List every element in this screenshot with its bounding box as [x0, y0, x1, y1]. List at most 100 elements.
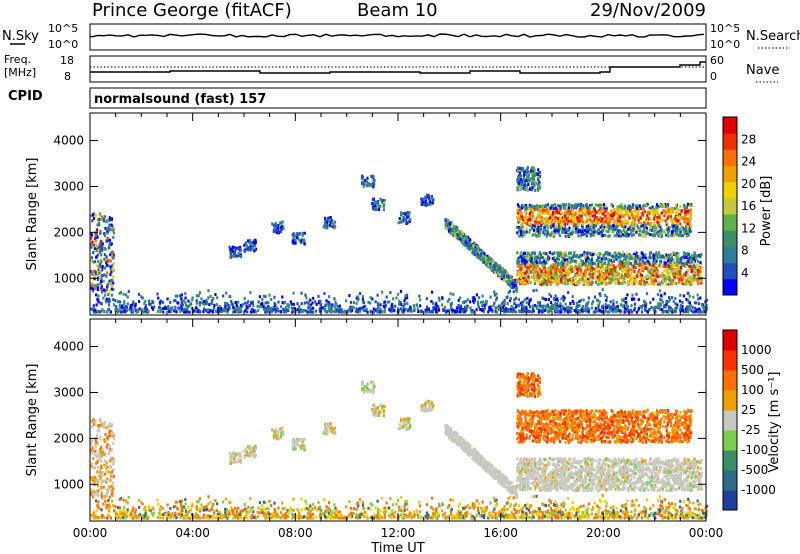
echo-cell — [334, 303, 337, 307]
echo-cell — [687, 300, 690, 304]
echo-cell — [549, 206, 552, 210]
echo-cell — [673, 281, 676, 285]
echo-cell — [367, 300, 370, 304]
echo-cell — [311, 310, 315, 314]
echo-cell — [506, 308, 509, 312]
echo-cell — [652, 221, 655, 225]
echo-cell — [572, 210, 575, 214]
echo-cell — [697, 302, 700, 306]
echo-cell — [610, 210, 613, 214]
echo-cell — [557, 304, 560, 308]
echo-cell — [608, 252, 611, 256]
echo-cell — [594, 203, 597, 207]
echo-cell — [541, 305, 544, 309]
echo-cell — [663, 305, 666, 309]
echo-cell — [682, 294, 685, 298]
echo-cell — [107, 229, 110, 233]
echo-cell — [589, 222, 592, 225]
echo-cell — [328, 295, 331, 299]
echo-cell — [104, 293, 107, 297]
echo-cell — [451, 310, 454, 314]
echo-cell — [664, 309, 667, 313]
echo-cell — [109, 310, 112, 314]
echo-cell — [112, 298, 115, 302]
echo-cell — [247, 299, 250, 303]
echo-cell — [176, 294, 179, 298]
echo-cell — [615, 253, 618, 257]
echo-cell — [231, 310, 235, 314]
echo-cell — [540, 215, 543, 219]
echo-cell — [629, 308, 632, 312]
echo-cell — [553, 263, 556, 267]
echo-cell — [668, 275, 671, 279]
echo-cell — [485, 302, 488, 306]
echo-cell — [103, 310, 106, 313]
echo-cell — [638, 263, 641, 267]
echo-cell — [584, 269, 587, 273]
echo-cell — [224, 301, 227, 305]
echo-cell — [90, 282, 93, 286]
echo-cell — [631, 281, 634, 285]
echo-cell — [699, 296, 702, 300]
echo-cell — [564, 302, 567, 306]
echo-cell — [559, 206, 562, 210]
echo-cell — [535, 288, 538, 292]
echo-cell — [554, 266, 557, 270]
echo-cell — [328, 309, 331, 313]
echo-cell — [304, 293, 307, 297]
echo-cell — [586, 256, 589, 260]
echo-cell — [269, 308, 272, 312]
echo-cell — [145, 304, 148, 307]
echo-cell — [675, 219, 678, 223]
echo-cell — [126, 295, 129, 299]
echo-cell — [537, 175, 540, 179]
echo-cell — [417, 310, 420, 313]
echo-cell — [587, 310, 590, 314]
echo-cell — [680, 209, 683, 213]
echo-cell — [527, 207, 531, 211]
echo-cell — [450, 302, 453, 306]
echo-cell — [296, 302, 299, 306]
echo-cell — [683, 310, 686, 314]
echo-cell — [639, 280, 642, 284]
echo-cell — [551, 211, 555, 215]
echo-cell — [576, 210, 580, 214]
echo-cell — [350, 305, 353, 309]
echo-cell — [314, 300, 317, 304]
echo-cell — [93, 243, 96, 247]
echo-cell — [493, 261, 496, 265]
echo-cell — [604, 204, 607, 208]
echo-cell — [251, 301, 254, 305]
echo-cell — [625, 303, 628, 307]
echo-cell — [372, 310, 376, 314]
echo-cell — [245, 304, 248, 308]
echo-cell — [549, 213, 552, 217]
echo-cell — [571, 299, 574, 303]
echo-cell — [622, 299, 625, 303]
echo-cell — [667, 234, 670, 238]
echo-cell — [694, 306, 697, 310]
echo-cell — [544, 270, 547, 273]
echo-cell — [101, 242, 104, 246]
echo-cell — [674, 203, 678, 207]
echo-cell — [485, 300, 488, 304]
echo-cell — [574, 277, 577, 281]
echo-cell — [626, 274, 629, 278]
echo-cell — [477, 255, 480, 259]
echo-cell — [648, 256, 651, 260]
echo-cell — [512, 306, 515, 310]
echo-cell — [686, 273, 689, 277]
echo-cell — [611, 308, 614, 312]
echo-cell — [268, 306, 271, 310]
echo-cell — [105, 255, 108, 259]
echo-cell — [572, 302, 575, 305]
echo-cell — [573, 309, 576, 312]
echo-cell — [530, 254, 533, 258]
echo-cell — [598, 292, 601, 296]
echo-cell — [108, 297, 111, 301]
echo-cell — [559, 310, 562, 314]
echo-cell — [94, 287, 97, 290]
echo-cell — [427, 307, 430, 311]
echo-cell — [566, 228, 570, 232]
echo-cell — [498, 273, 501, 277]
